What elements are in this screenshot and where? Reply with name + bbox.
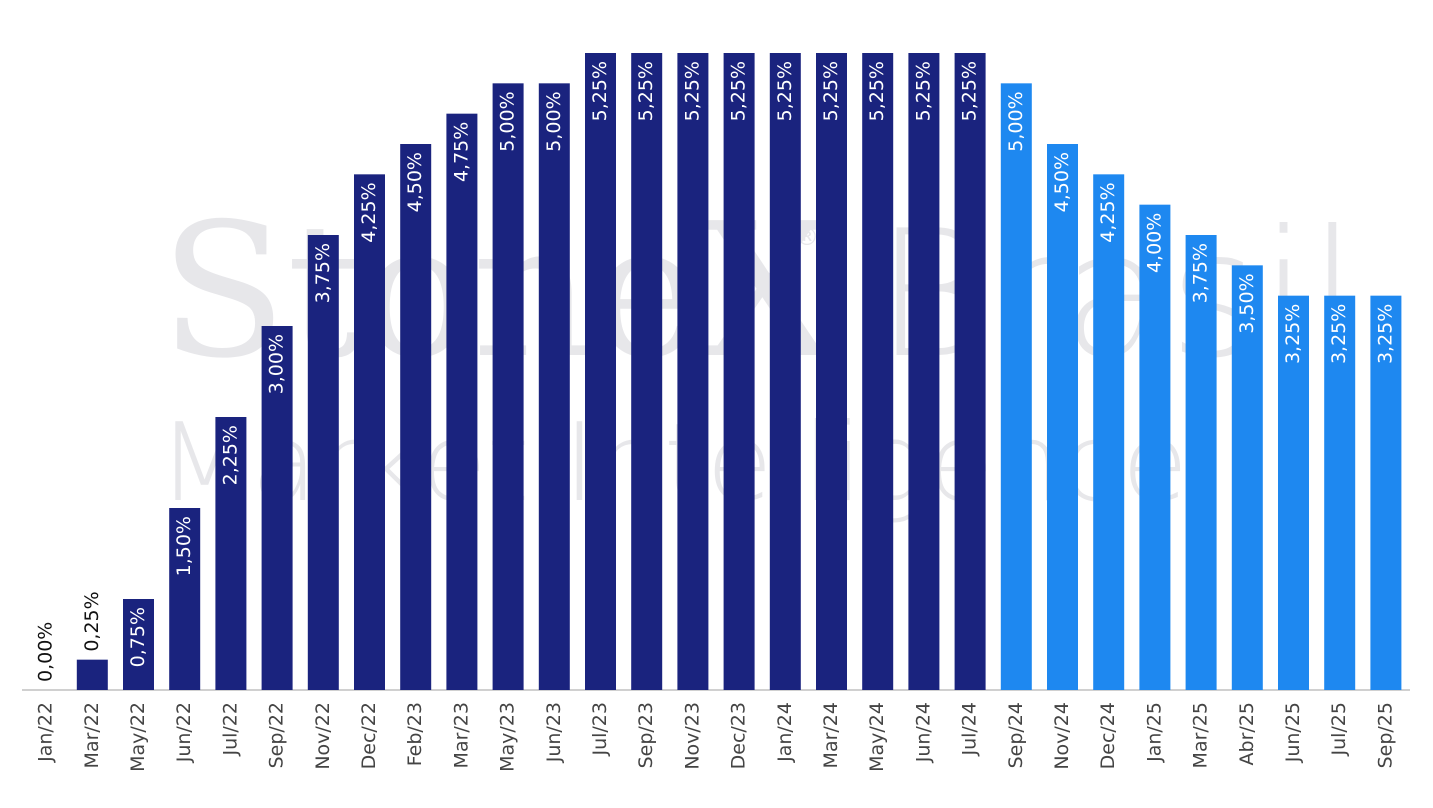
value-label: 1,50% xyxy=(173,516,195,576)
value-label: 4,50% xyxy=(404,152,426,212)
value-label: 4,25% xyxy=(1097,182,1119,242)
x-tick-label: Nov/23 xyxy=(681,702,703,770)
x-tick-label: Nov/24 xyxy=(1051,702,1073,770)
value-label: 0,75% xyxy=(127,607,149,667)
x-tick-label: Sep/25 xyxy=(1374,702,1396,768)
bar xyxy=(261,326,293,690)
x-tick-label: Mar/22 xyxy=(81,702,103,768)
x-tick-label: Nov/22 xyxy=(312,702,334,770)
bar xyxy=(76,659,108,690)
value-label: 3,75% xyxy=(1190,243,1212,303)
value-label: 5,25% xyxy=(866,61,888,121)
bar xyxy=(1185,235,1217,690)
bar xyxy=(862,53,894,690)
x-tick-label: Mar/24 xyxy=(820,702,842,768)
x-tick-label: May/24 xyxy=(866,702,888,772)
bar xyxy=(1093,174,1125,691)
value-label: 5,25% xyxy=(635,61,657,121)
x-tick-label: Abr/25 xyxy=(1236,702,1258,765)
bar xyxy=(1047,144,1078,690)
x-tick-label: Jul/22 xyxy=(219,702,241,757)
x-tick-label: Feb/23 xyxy=(404,702,426,766)
bar xyxy=(723,53,755,690)
x-tick-label: Jul/24 xyxy=(959,702,981,757)
x-tick-label: Jun/24 xyxy=(912,702,934,763)
x-tick-label: Jan/22 xyxy=(35,702,57,763)
value-label: 5,25% xyxy=(589,61,611,121)
x-tick-label: May/22 xyxy=(127,702,149,772)
x-tick-label: Sep/23 xyxy=(635,702,657,768)
bar xyxy=(1278,295,1309,690)
bar xyxy=(769,53,801,690)
bar xyxy=(446,113,478,690)
x-tick-label: May/23 xyxy=(497,702,519,772)
value-label: 2,25% xyxy=(219,425,241,485)
x-tick-label: Mar/23 xyxy=(450,702,472,768)
bar xyxy=(677,53,709,690)
value-label: 3,25% xyxy=(1374,304,1396,364)
x-tick-label: Sep/24 xyxy=(1005,702,1027,768)
value-label: 5,00% xyxy=(543,91,565,151)
bar xyxy=(169,508,201,690)
bar xyxy=(631,53,663,690)
bar xyxy=(816,53,847,690)
value-label: 5,00% xyxy=(1005,91,1027,151)
x-tick-label: Jan/25 xyxy=(1143,702,1165,763)
bar xyxy=(585,53,616,690)
value-label: 5,25% xyxy=(728,61,750,121)
x-tick-label: Sep/22 xyxy=(266,702,288,768)
x-tick-label: Jul/23 xyxy=(589,702,611,757)
bar xyxy=(307,235,339,690)
x-tick-label: Jun/22 xyxy=(173,702,195,763)
value-label: 3,00% xyxy=(266,334,288,394)
value-label: 5,00% xyxy=(497,91,519,151)
value-label: 3,75% xyxy=(312,243,334,303)
value-label: 4,00% xyxy=(1143,213,1165,273)
bar xyxy=(1231,265,1263,690)
value-label: 0,25% xyxy=(81,591,103,651)
value-label: 4,75% xyxy=(450,122,472,182)
x-tick-label: Jun/25 xyxy=(1282,702,1304,763)
bar xyxy=(215,417,247,690)
value-label: 5,25% xyxy=(681,61,703,121)
bar xyxy=(492,83,524,691)
bar xyxy=(954,53,986,690)
x-tick-label: Dec/24 xyxy=(1097,702,1119,769)
bar xyxy=(1324,295,1356,690)
x-tick-label: Jun/23 xyxy=(543,702,565,763)
bar xyxy=(1139,204,1171,690)
value-label: 3,25% xyxy=(1282,304,1304,364)
x-tick-label: Mar/25 xyxy=(1190,702,1212,768)
value-label: 3,50% xyxy=(1236,273,1258,333)
bar xyxy=(123,599,154,690)
value-label: 4,50% xyxy=(1051,152,1073,212)
value-label: 5,25% xyxy=(912,61,934,121)
x-tick-label: Dec/22 xyxy=(358,702,380,769)
bar xyxy=(400,144,432,690)
value-label: 5,25% xyxy=(820,61,842,121)
bar xyxy=(1370,295,1402,690)
value-label: 5,25% xyxy=(959,61,981,121)
x-tick-label: Dec/23 xyxy=(728,702,750,769)
value-label: 5,25% xyxy=(774,61,796,121)
bar xyxy=(354,174,385,691)
value-label: 0,00% xyxy=(35,622,57,682)
bar xyxy=(538,83,570,691)
x-tick-label: Jan/24 xyxy=(774,702,796,763)
bar xyxy=(1000,83,1032,691)
value-label: 3,25% xyxy=(1328,304,1350,364)
bar xyxy=(908,53,940,690)
value-label: 4,25% xyxy=(358,182,380,242)
x-tick-label: Jul/25 xyxy=(1328,702,1350,757)
